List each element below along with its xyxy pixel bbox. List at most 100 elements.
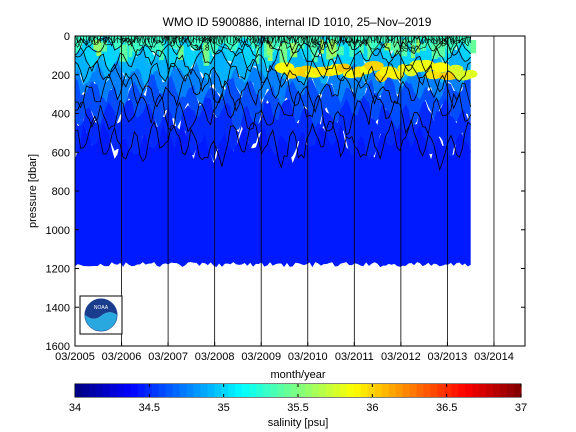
surface-patch <box>420 43 427 51</box>
x-axis: 03/2005 03/2006 03/2007 03/2008 03/2009 03/20… <box>55 342 514 363</box>
colorbar-swatch <box>311 384 320 397</box>
x-tick-label: 03/2013 <box>428 351 468 363</box>
colorbar <box>75 384 522 397</box>
colorbar-swatch <box>193 384 202 397</box>
colorbar-swatch <box>493 384 501 397</box>
surface-patch <box>178 45 184 60</box>
colorbar-swatch <box>270 384 278 397</box>
colorbar-swatch <box>130 384 139 397</box>
colorbar-swatch <box>179 384 188 397</box>
chart-title: WMO ID 5900886, internal ID 1010, 25–Nov… <box>163 15 432 29</box>
noaa-logo: NOAA <box>79 295 123 335</box>
colorbar-swatch <box>207 384 215 397</box>
colorbar-swatch <box>444 384 452 397</box>
colorbar-swatch <box>221 384 229 397</box>
surface-patch <box>93 39 102 50</box>
colorbar-swatch <box>256 384 264 397</box>
colorbar-tick-label: 36 <box>366 402 378 414</box>
colorbar-swatch <box>277 384 285 397</box>
colorbar-swatch <box>88 384 97 397</box>
surface-patch <box>416 39 421 53</box>
contour-label: 35.6 <box>400 45 416 54</box>
x-axis-label: month/year <box>270 369 325 381</box>
surface-patch <box>384 42 391 51</box>
colorbar-swatch <box>214 384 222 397</box>
surface-patch <box>359 42 364 54</box>
y-tick-label: 1000 <box>46 225 70 237</box>
colorbar-swatch <box>249 384 257 397</box>
colorbar-swatch <box>109 384 118 397</box>
noaa-logo-text: NOAA <box>94 305 109 311</box>
colorbar-swatch <box>500 384 508 397</box>
colorbar-swatch <box>284 384 292 397</box>
colorbar-swatch <box>75 384 83 397</box>
surface-patch <box>330 42 337 56</box>
colorbar-swatch <box>158 384 167 397</box>
x-tick-label: 03/2006 <box>102 351 142 363</box>
colorbar-swatch <box>402 384 411 397</box>
x-tick-label: 03/2009 <box>241 351 281 363</box>
high-salinity-patch <box>431 62 451 73</box>
colorbar-swatch <box>137 384 146 397</box>
colorbar-swatch <box>465 384 473 397</box>
colorbar-tick-label: 37 <box>515 402 527 414</box>
colorbar-swatch <box>472 384 480 397</box>
high-salinity-patch <box>416 59 436 72</box>
contour-line <box>75 90 472 136</box>
colorbar-swatch <box>353 384 362 397</box>
x-tick-label: 03/2007 <box>148 351 188 363</box>
surface-patch <box>128 42 133 58</box>
surface-patch <box>400 39 408 57</box>
surface-patch <box>336 46 344 56</box>
y-tick-label: 0 <box>64 31 70 43</box>
colorbar-swatch <box>200 384 209 397</box>
colorbar-ticks: 34 34.5 35 35.5 36 36.5 37 <box>69 384 527 414</box>
salinity-layer <box>75 122 471 268</box>
colorbar-swatch <box>367 384 376 397</box>
colorbar-swatch <box>507 384 515 397</box>
colorbar-swatch <box>116 384 125 397</box>
colorbar-swatch <box>304 384 313 397</box>
colorbar-swatch <box>325 384 334 397</box>
surface-patch <box>410 44 416 59</box>
colorbar-swatch <box>409 384 418 397</box>
colorbar-swatch <box>395 384 404 397</box>
colorbar-swatch <box>235 384 243 397</box>
colorbar-swatch <box>451 384 459 397</box>
y-tick-label: 1200 <box>46 264 70 276</box>
contour-line <box>75 71 472 114</box>
surface-patch <box>437 41 446 58</box>
colorbar-swatch <box>95 384 104 397</box>
contour-line <box>75 43 471 76</box>
x-tick-label: 03/2005 <box>55 351 95 363</box>
colorbar-tick-label: 34.5 <box>139 402 160 414</box>
surface-patch <box>431 44 438 59</box>
salinity-layer <box>75 95 471 164</box>
y-axis: 0 200 400 600 800 1000 1200 1400 1600 <box>46 31 525 353</box>
surface-patch <box>296 38 305 49</box>
colorbar-swatch <box>318 384 327 397</box>
contour-line <box>75 58 471 93</box>
surface-patch <box>101 41 107 52</box>
colorbar-swatch <box>339 384 348 397</box>
colorbar-swatch <box>165 384 174 397</box>
colorbar-swatch <box>514 384 522 397</box>
contour-label: 35.6 <box>313 41 329 50</box>
colorbar-tick-label: 34 <box>69 402 81 414</box>
x-tick-label: 03/2014 <box>474 351 514 363</box>
surface-patch <box>203 42 207 62</box>
colorbar-swatch <box>430 384 438 397</box>
x-tick-label: 03/2012 <box>381 351 421 363</box>
x-tick-label: 03/2011 <box>335 351 374 363</box>
surface-patch <box>158 41 164 61</box>
colorbar-swatch <box>151 384 160 397</box>
x-tick-label: 03/2008 <box>195 351 235 363</box>
colorbar-swatch <box>332 384 341 397</box>
colorbar-swatch <box>360 384 369 397</box>
colorbar-swatch <box>144 384 153 397</box>
colorbar-swatch <box>416 384 425 397</box>
colorbar-swatch <box>423 384 432 397</box>
colorbar-swatch <box>381 384 390 397</box>
surface-patch <box>367 40 371 59</box>
colorbar-swatch <box>123 384 132 397</box>
